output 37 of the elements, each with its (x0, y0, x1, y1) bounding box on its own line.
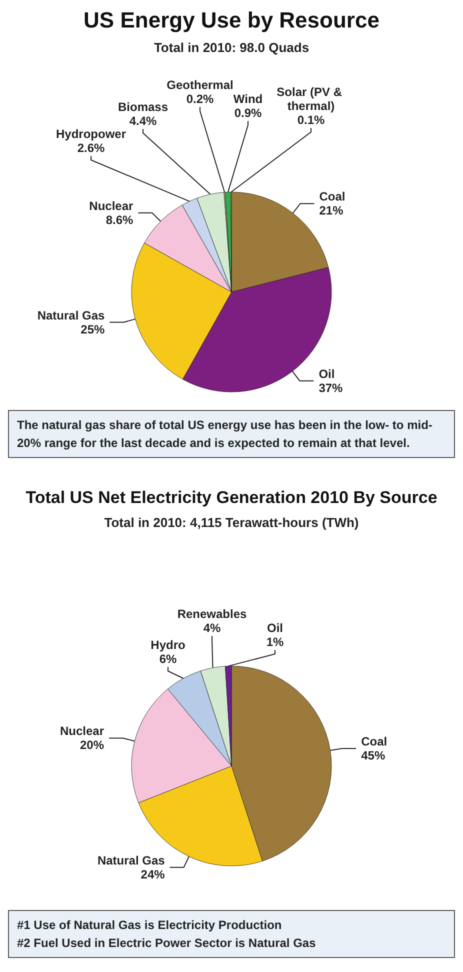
chart-subtitle: Total in 2010: 98.0 Quads (154, 40, 310, 55)
data-label: 37% (318, 380, 344, 395)
slice-label: Natural Gas (37, 308, 105, 322)
slice-label: Hydro (150, 638, 186, 652)
data-label: 24% (140, 867, 166, 882)
data-label: 6% (159, 652, 177, 666)
slice-label: Geothermal (166, 78, 234, 92)
data-label: 45% (361, 748, 386, 762)
text: #2 Fuel Used in Electric Power Sector is Natural Gas (17, 935, 317, 952)
data-label: 4% (203, 621, 221, 635)
data-label: 1% (266, 635, 284, 649)
slice-label: Solar (PV & thermal) (276, 85, 346, 113)
slice-label: Renewables (177, 607, 247, 621)
slice-label: Natural Gas (97, 853, 166, 868)
data-label: 20% (80, 738, 104, 752)
slice-label: Coal (361, 734, 388, 748)
slice-label: Biomass (118, 100, 168, 114)
text: The natural gas share of total US energy use has been in the low- to mid-20% range for the last decade and is expected to remain at that level. (17, 417, 434, 452)
data-label: 25% (80, 322, 105, 336)
data-label: 8.6% (106, 212, 134, 227)
data-label: 0.1% (297, 113, 325, 127)
slice-label: Hydropower (56, 127, 126, 141)
slice-label: Wind (233, 92, 263, 106)
slice-label: Oil (318, 366, 335, 381)
chart-title: US Energy Use by Resource (84, 8, 380, 32)
slice-label: Coal (319, 190, 346, 204)
data-label: 0.2% (186, 92, 214, 106)
slice-label: Nuclear (60, 724, 104, 738)
slice-label: Oil (266, 621, 284, 635)
chart-subtitle: Total in 2010: 4,115 Terawatt-hours (TWh) (104, 515, 359, 530)
slice-label: Nuclear (89, 198, 134, 213)
data-label: 0.9% (234, 106, 262, 120)
data-label: 21% (319, 204, 344, 218)
text: #1 Use of Natural Gas is Electricity Production (17, 917, 283, 934)
data-label: 2.6% (77, 141, 105, 155)
data-label: 4.4% (129, 114, 157, 128)
chart-title: Total US Net Electricity Generation 2010 By Source (26, 488, 438, 507)
